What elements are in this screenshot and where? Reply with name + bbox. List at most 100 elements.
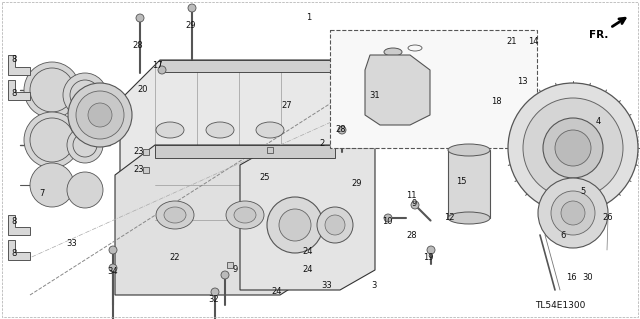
Text: 31: 31 [370,91,380,100]
Circle shape [551,191,595,235]
Text: 24: 24 [303,265,313,275]
Circle shape [136,14,144,22]
Circle shape [384,214,392,222]
Circle shape [221,271,229,279]
Circle shape [373,102,381,110]
Text: 25: 25 [260,174,270,182]
Text: 32: 32 [209,294,220,303]
Text: 8: 8 [12,56,17,64]
Polygon shape [8,240,30,260]
Circle shape [109,246,117,254]
Circle shape [211,288,219,296]
Polygon shape [8,80,30,100]
Text: 22: 22 [170,254,180,263]
Text: 9: 9 [412,199,417,209]
Circle shape [67,172,103,208]
Text: 2: 2 [319,138,324,147]
Text: 13: 13 [516,78,527,86]
Circle shape [267,197,323,253]
Circle shape [109,264,117,272]
Ellipse shape [448,212,490,224]
Circle shape [67,127,103,163]
Circle shape [24,62,80,118]
Text: 7: 7 [39,189,45,197]
Circle shape [73,133,97,157]
Text: 18: 18 [491,98,501,107]
Circle shape [188,4,196,12]
Text: 9: 9 [232,265,237,275]
Text: 16: 16 [566,273,576,283]
Text: 34: 34 [108,266,118,276]
Circle shape [279,209,311,241]
Polygon shape [365,55,430,125]
Circle shape [24,112,80,168]
Circle shape [30,163,74,207]
Circle shape [561,201,585,225]
Text: 28: 28 [406,232,417,241]
Text: 30: 30 [582,273,593,283]
Text: 29: 29 [352,180,362,189]
Text: 17: 17 [152,61,163,70]
Text: 28: 28 [336,125,346,135]
Text: 19: 19 [423,254,433,263]
Text: 4: 4 [595,116,600,125]
Bar [267,147,273,153]
Text: 6: 6 [560,232,566,241]
Bar [143,167,149,173]
Text: 23: 23 [134,166,144,174]
Circle shape [325,215,345,235]
Circle shape [76,91,124,139]
Text: 15: 15 [456,177,467,187]
Text: 21: 21 [507,38,517,47]
Circle shape [411,201,419,209]
Text: 23: 23 [134,147,144,157]
Circle shape [30,118,74,162]
Circle shape [427,246,435,254]
Circle shape [543,118,603,178]
Text: 1: 1 [307,13,312,23]
Circle shape [30,68,74,112]
Circle shape [508,83,638,213]
Text: 14: 14 [528,38,538,47]
Circle shape [68,83,132,147]
Polygon shape [8,55,30,75]
Text: 10: 10 [381,218,392,226]
Polygon shape [115,145,335,295]
Circle shape [70,80,100,110]
Circle shape [555,130,591,166]
Ellipse shape [448,144,490,156]
Polygon shape [155,145,335,158]
Circle shape [63,73,107,117]
Circle shape [158,66,166,74]
Text: 24: 24 [303,248,313,256]
Polygon shape [160,60,335,72]
Ellipse shape [156,122,184,138]
Text: 11: 11 [406,191,416,201]
Text: 26: 26 [603,213,613,222]
Ellipse shape [256,122,284,138]
Text: TL54E1300: TL54E1300 [535,301,585,310]
Text: 8: 8 [12,218,17,226]
Polygon shape [240,148,375,290]
Circle shape [317,207,353,243]
Text: 33: 33 [67,239,77,248]
Bar [227,262,233,268]
Text: 27: 27 [282,100,292,109]
Polygon shape [120,60,335,200]
Bar [330,30,537,148]
Text: 8: 8 [12,88,17,98]
Bar [448,150,490,218]
Ellipse shape [234,207,256,223]
Ellipse shape [156,201,194,229]
Ellipse shape [226,201,264,229]
Circle shape [88,103,112,127]
Text: 33: 33 [322,280,332,290]
Text: 20: 20 [138,85,148,94]
Circle shape [523,98,623,198]
Text: 8: 8 [12,249,17,257]
Text: 3: 3 [371,280,377,290]
Text: 28: 28 [132,41,143,50]
Text: 29: 29 [186,20,196,29]
Text: 24: 24 [272,287,282,296]
Text: 5: 5 [580,188,586,197]
